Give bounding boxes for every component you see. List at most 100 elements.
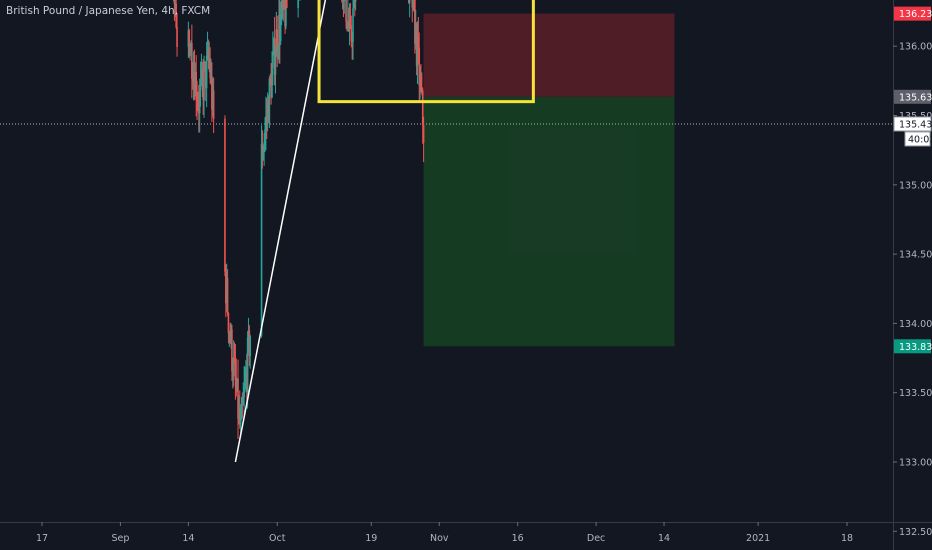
- candle: [174, 0, 177, 18]
- candle-body: [266, 101, 269, 118]
- candle-body: [202, 77, 204, 101]
- price-tick-label: 135.000: [899, 180, 932, 191]
- candle-body: [230, 329, 232, 342]
- candle: [346, 0, 349, 32]
- candle: [227, 312, 230, 344]
- candle: [265, 98, 268, 140]
- candle-body: [206, 49, 209, 56]
- candle-body: [286, 0, 288, 8]
- candle: [243, 365, 245, 417]
- candle-body: [189, 50, 191, 56]
- candle: [208, 41, 211, 73]
- candle-body: [270, 79, 272, 98]
- candle: [224, 115, 226, 277]
- candle-body: [415, 24, 418, 66]
- candle-body: [191, 43, 193, 79]
- candle-body: [417, 36, 420, 48]
- candle-body: [274, 56, 277, 75]
- symbol-title: British Pound / Japanese Yen, 4h, FXCM: [6, 5, 211, 17]
- candle-body: [265, 116, 267, 130]
- candle: [346, 20, 348, 32]
- candle-body: [280, 2, 283, 18]
- candle-body: [203, 65, 205, 101]
- candle-body: [263, 142, 265, 152]
- price-tick-label: 133.000: [899, 458, 932, 469]
- candle: [231, 324, 233, 381]
- time-tick-label: 2021: [746, 533, 770, 544]
- candle-body: [195, 71, 198, 100]
- candle-body: [205, 55, 208, 89]
- countdown-label: 40:03: [908, 134, 932, 145]
- candle-body: [421, 88, 423, 91]
- candle: [353, 0, 356, 17]
- candle: [197, 91, 199, 112]
- candle-body: [237, 378, 239, 420]
- candle-body: [229, 332, 231, 342]
- candle: [245, 353, 248, 407]
- candle-body: [353, 0, 356, 2]
- candle: [265, 96, 267, 151]
- candle: [277, 43, 279, 60]
- candle: [350, 15, 353, 48]
- candle-body: [343, 0, 346, 2]
- candle: [245, 360, 247, 390]
- candle: [198, 78, 201, 133]
- candle-body: [226, 278, 229, 314]
- candle: [353, 0, 355, 9]
- candle-body: [277, 49, 279, 51]
- candle-body: [281, 2, 284, 10]
- candle: [267, 95, 270, 124]
- time-tick-label: Sep: [111, 533, 129, 544]
- candle: [421, 87, 424, 144]
- candle-body: [207, 49, 210, 61]
- candle: [417, 17, 420, 64]
- candle-body: [248, 330, 251, 357]
- candle: [195, 55, 198, 117]
- candle: [198, 84, 200, 133]
- candle-body: [174, 3, 177, 5]
- price-badge-bg: [893, 116, 932, 132]
- candle-body: [231, 329, 233, 372]
- candle-body: [232, 357, 235, 376]
- candle: [209, 47, 211, 84]
- candle-body: [285, 0, 287, 27]
- candle: [188, 28, 191, 58]
- candle: [203, 55, 205, 118]
- candle-body: [187, 30, 190, 48]
- candle-body: [275, 29, 278, 57]
- candle-body: [196, 99, 198, 102]
- candle-body: [411, 0, 414, 8]
- candle-body: [191, 78, 194, 83]
- candle: [210, 58, 212, 85]
- candle: [204, 61, 207, 102]
- candle-body: [422, 124, 425, 143]
- candle: [232, 340, 235, 387]
- candle: [282, 0, 285, 22]
- price-badge: 136.235: [899, 9, 932, 20]
- candle-body: [234, 360, 237, 380]
- candle-body: [412, 0, 414, 8]
- candle: [422, 116, 425, 163]
- candle-body: [350, 25, 353, 42]
- candle: [351, 32, 353, 60]
- candle-body: [211, 90, 214, 110]
- candle: [352, 0, 354, 60]
- time-tick-label: Oct: [269, 533, 286, 544]
- time-tick-label: 18: [841, 533, 853, 544]
- candle-body: [209, 58, 211, 79]
- candle: [280, 0, 283, 26]
- candle: [278, 0, 280, 64]
- candle-body: [279, 14, 281, 42]
- candle-body: [418, 47, 421, 86]
- candle-body: [201, 69, 204, 78]
- candles: [173, 0, 425, 440]
- candle: [202, 59, 204, 115]
- candle: [271, 51, 273, 99]
- candle: [286, 0, 288, 9]
- candle: [226, 269, 229, 317]
- candle: [412, 0, 414, 11]
- candle: [262, 145, 265, 161]
- price-tick-label: 134.000: [899, 319, 932, 330]
- candle-body: [267, 101, 270, 123]
